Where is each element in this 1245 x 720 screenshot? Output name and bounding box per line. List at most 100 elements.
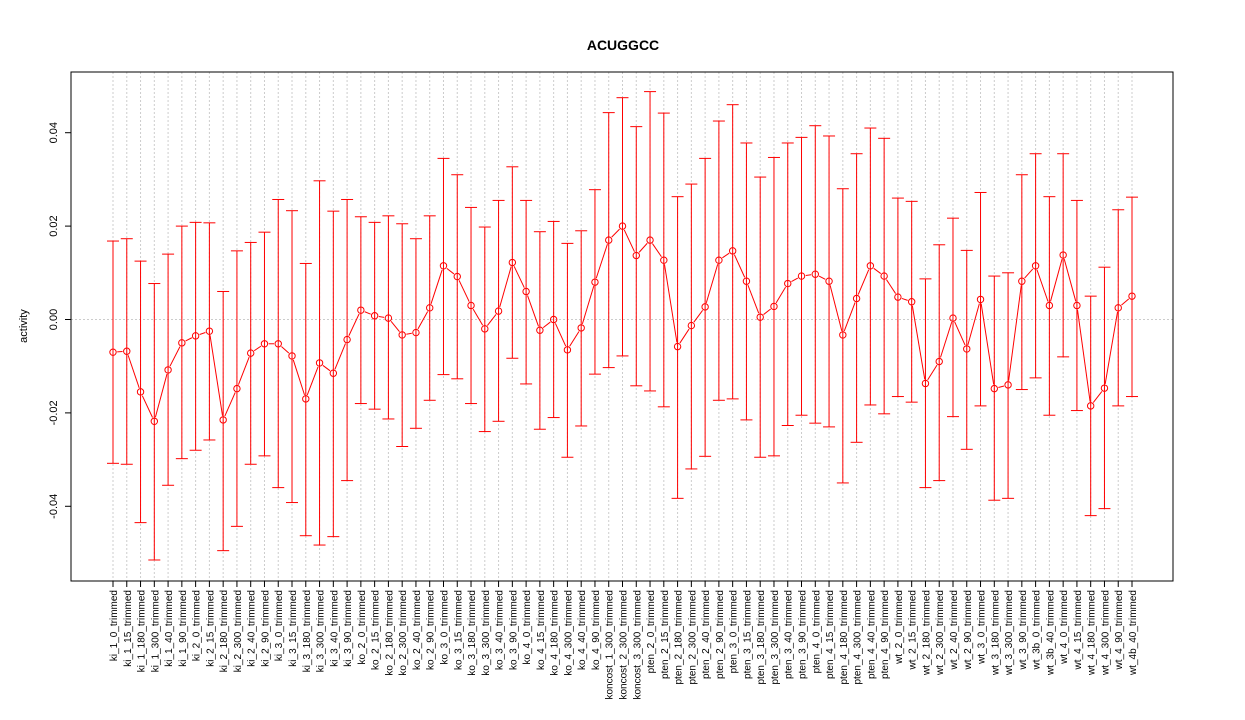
x-tick-label: ki_2_0_trimmed (192, 590, 203, 661)
x-tick-label: ki_2_180_trimmed (219, 590, 230, 672)
series-segment (542, 321, 551, 329)
series-segment (224, 392, 236, 417)
data-point (315, 359, 324, 367)
x-tick-label: koncost_2_300_trimmed (619, 590, 630, 700)
series-segment (623, 229, 635, 252)
data-point (1045, 301, 1054, 310)
x-tick-label: ko_3_40_trimmed (495, 590, 506, 670)
x-tick-label: wt_3b_40_trimmed (1045, 590, 1056, 676)
data-point (357, 306, 365, 314)
series-segment (169, 346, 181, 367)
x-tick-label: wt_4_0_trimmed (1059, 590, 1070, 665)
series-segment (581, 286, 595, 325)
x-tick-label: ki_3_180_trimmed (302, 590, 313, 672)
data-point (219, 416, 227, 424)
x-tick-label: wt_4_15_trimmed (1073, 590, 1084, 670)
data-point (191, 332, 200, 340)
y-axis: -0.04 -0.02 0.00 0.02 0.04 (48, 122, 71, 519)
data-point (247, 349, 255, 357)
data-point (921, 379, 930, 388)
series-segment (527, 295, 539, 327)
x-tick-label: ko_3_300_trimmed (481, 590, 492, 676)
data-point (811, 270, 819, 278)
series-segment (998, 385, 1005, 388)
data-point (426, 304, 434, 312)
data-point (825, 277, 833, 285)
x-axis: ki_1_0_trimmed ki_1_15_trimmed ki_1_180_tr… (109, 581, 1139, 700)
x-tick-label: ki_1_90_trimmed (178, 590, 189, 667)
data-point (728, 247, 737, 255)
series-segment (199, 332, 206, 335)
data-point (1004, 381, 1012, 389)
series-segment (595, 243, 608, 279)
x-tick-label: pten_4_40_trimmed (866, 590, 877, 679)
x-tick-label: wt_2_0_trimmed (894, 590, 905, 665)
x-tick-label: ki_2_40_trimmed (247, 590, 258, 667)
x-tick-label: wt_4_180_trimmed (1087, 590, 1098, 676)
x-tick-label: ko_4_40_trimmed (577, 590, 588, 670)
series-segment (141, 395, 153, 418)
data-point (384, 314, 393, 322)
series-segment (705, 264, 719, 304)
x-tick-label: pten_3_180_trimmed (756, 590, 767, 685)
data-point (439, 262, 448, 270)
series-segment (722, 252, 730, 259)
x-tick-label: wt_2_15_trimmed (908, 590, 919, 670)
y-axis-label: activity (18, 309, 30, 343)
data-point (797, 272, 806, 280)
error-bars (107, 91, 1138, 561)
series-segment (901, 297, 908, 301)
data-point (453, 272, 461, 281)
series-segment (1076, 309, 1091, 402)
data-point (150, 417, 159, 425)
data-point (481, 325, 489, 333)
series-segment (638, 242, 648, 253)
data-point (605, 236, 613, 244)
series-segment (693, 309, 704, 323)
data-point (852, 294, 861, 303)
x-tick-label: ki_2_300_trimmed (233, 590, 244, 672)
series-segment (1092, 391, 1103, 403)
data-point (1114, 304, 1122, 312)
data-point (467, 301, 475, 310)
x-tick-label: pten_4_0_trimmed (811, 590, 822, 673)
data-point (646, 236, 654, 244)
series-segment (253, 345, 262, 352)
data-point (274, 340, 282, 348)
x-tick-label: wt_2_180_trimmed (921, 590, 932, 676)
x-tick-label: wt_3b_0_trimmed (1032, 590, 1043, 670)
series-segment (954, 321, 966, 346)
data-point (880, 272, 888, 280)
y-tick-label: -0.04 (48, 494, 60, 519)
series-segment (472, 308, 484, 326)
data-point (1031, 262, 1040, 270)
series-segment (378, 315, 385, 318)
x-tick-label: ko_3_180_trimmed (467, 590, 478, 676)
data-point (412, 328, 420, 337)
data-point (494, 307, 503, 315)
series-segment (805, 274, 812, 276)
data-point (866, 262, 875, 270)
series-segment (1121, 298, 1130, 306)
x-tick-label: pten_4_180_trimmed (839, 590, 850, 685)
x-tick-label: ki_3_0_trimmed (274, 590, 285, 661)
x-tick-label: pten_3_40_trimmed (784, 590, 795, 679)
x-tick-label: ko_2_90_trimmed (426, 590, 437, 670)
series-line (117, 228, 1130, 418)
series-segment (554, 323, 567, 347)
data-point (894, 293, 902, 301)
x-tick-label: ki_2_90_trimmed (260, 590, 271, 667)
data-point (233, 384, 241, 393)
x-tick-label: pten_4_90_trimmed (880, 590, 891, 679)
data-point (770, 302, 778, 311)
x-tick-label: pten_3_300_trimmed (770, 590, 781, 685)
series-segment (513, 266, 525, 288)
data-point (673, 342, 682, 351)
x-tick-label: pten_2_90_trimmed (715, 590, 726, 679)
x-tick-label: koncost_3_300_trimmed (632, 590, 643, 700)
series-segment (1008, 285, 1022, 381)
series-segment (652, 243, 662, 258)
x-tick-label: wt_4_90_trimmed (1114, 590, 1125, 670)
x-tick-label: ko_4_0_trimmed (522, 590, 533, 664)
data-point (522, 287, 530, 296)
